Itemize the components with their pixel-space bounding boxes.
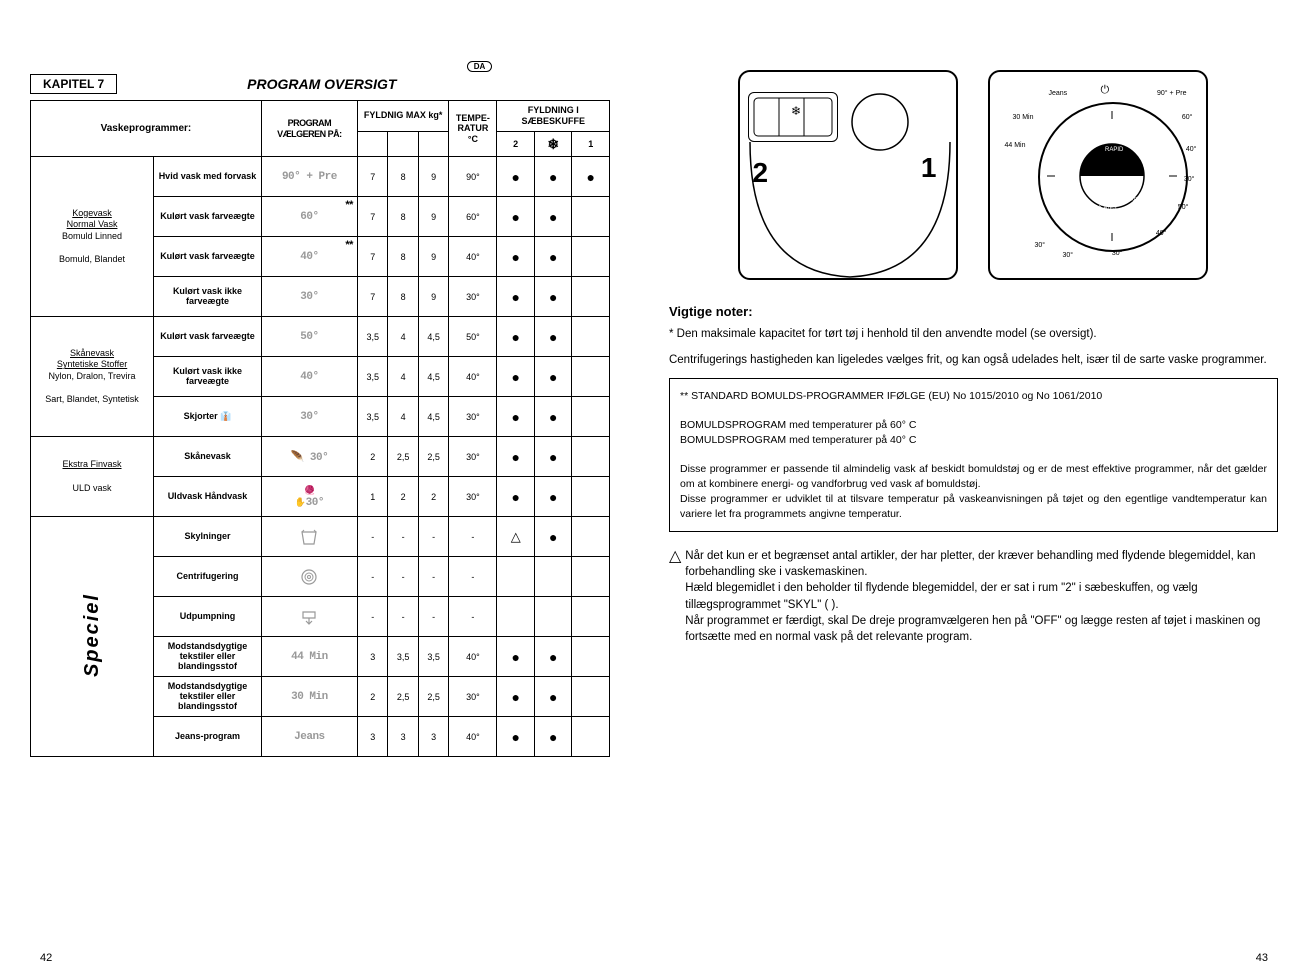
right-page: ❄ 1 2 RAPID DELICATES	[669, 60, 1278, 934]
dial-label: 40°	[1186, 146, 1197, 153]
header-row: KAPITEL 7 PROGRAM OVERSIGT	[30, 74, 649, 94]
snowflake-icon: ❄	[534, 131, 572, 157]
spin-icon	[261, 557, 357, 597]
hdr-det2: 2	[497, 131, 535, 157]
svg-text:DELICATES: DELICATES	[1089, 205, 1117, 211]
table-row: Ekstra Finvask ULD vask Skånevask 🪶 30° …	[31, 437, 610, 477]
dial-label: 30°	[1112, 250, 1123, 257]
diagram-num-2: 2	[752, 157, 768, 189]
triangle-icon: △	[669, 546, 681, 645]
dial-label: 30 Min	[1012, 114, 1033, 121]
hdr-vaske: Vaskeprogrammer:	[31, 101, 262, 157]
program-table: Vaskeprogrammer: PROGRAM VÆLGEREN PÅ: FY…	[30, 100, 610, 757]
page-title: PROGRAM OVERSIGT	[247, 76, 396, 92]
category-speciel: Speciel	[31, 517, 154, 757]
shirt-icon: 👔	[220, 411, 231, 421]
svg-text:MIXED: MIXED	[1125, 197, 1141, 203]
hdr-program: PROGRAM VÆLGEREN PÅ:	[261, 101, 357, 157]
dial-label: 30°	[1034, 242, 1045, 249]
lang-badge: DA	[467, 61, 493, 72]
drain-icon	[261, 597, 357, 637]
table-row: Speciel Skylninger --- - △●	[31, 517, 610, 557]
category-kogevask: Kogevask Normal Vask Bomuld Linned Bomul…	[31, 157, 154, 317]
drawer-diagram: ❄ 1 2	[738, 70, 958, 280]
diagrams: ❄ 1 2 RAPID DELICATES	[669, 70, 1278, 280]
dial-label: 30°	[1184, 176, 1195, 183]
hdr-det1: 1	[572, 131, 610, 157]
note-paragraph: Centrifugerings hastigheden kan ligelede…	[669, 353, 1278, 369]
dial-label: 40°	[1156, 230, 1167, 237]
feather-icon: 🪶	[291, 452, 304, 464]
hdr-tempe: TEMPE-RATUR °C	[449, 101, 497, 157]
table-row: Skånevask Syntetiske Stoffer Nylon, Dral…	[31, 317, 610, 357]
dial-label: 60°	[1182, 114, 1193, 121]
dial-label: Jeans	[1048, 90, 1067, 97]
hdr-fyldnig: FYLDNIG MAX kg*	[357, 101, 448, 132]
dial-label: 90° + Pre	[1157, 90, 1186, 97]
triangle-note: △ Når det kun er et begrænset antal arti…	[669, 548, 1278, 645]
standards-box: ** STANDARD BOMULDS-PROGRAMMER IFØLGE (E…	[669, 378, 1278, 532]
dial-diagram: RAPID DELICATES MIXED Jeans 90° + Pre 60…	[988, 70, 1208, 280]
svg-text:RAPID: RAPID	[1105, 147, 1124, 153]
dial-label: 50°	[1178, 204, 1189, 211]
rinse-icon	[261, 517, 357, 557]
category-skane: Skånevask Syntetiske Stoffer Nylon, Dral…	[31, 317, 154, 437]
notes-title: Vigtige noter:	[669, 304, 1278, 319]
table-row: Kogevask Normal Vask Bomuld Linned Bomul…	[31, 157, 610, 197]
left-page: DA KAPITEL 7 PROGRAM OVERSIGT Vaskeprogr…	[30, 60, 649, 934]
power-icon: ⏻	[1100, 84, 1109, 97]
dial-label: 44 Min	[1004, 142, 1025, 149]
chapter-label: KAPITEL 7	[30, 74, 117, 94]
diagram-num-1: 1	[921, 152, 937, 184]
category-ekstra: Ekstra Finvask ULD vask	[31, 437, 154, 517]
note-paragraph: * Den maksimale kapacitet for tørt tøj i…	[669, 327, 1278, 343]
hdr-saebe: FYLDNING I SÆBESKUFFE	[497, 101, 610, 132]
dial-label: 30°	[1062, 252, 1073, 259]
